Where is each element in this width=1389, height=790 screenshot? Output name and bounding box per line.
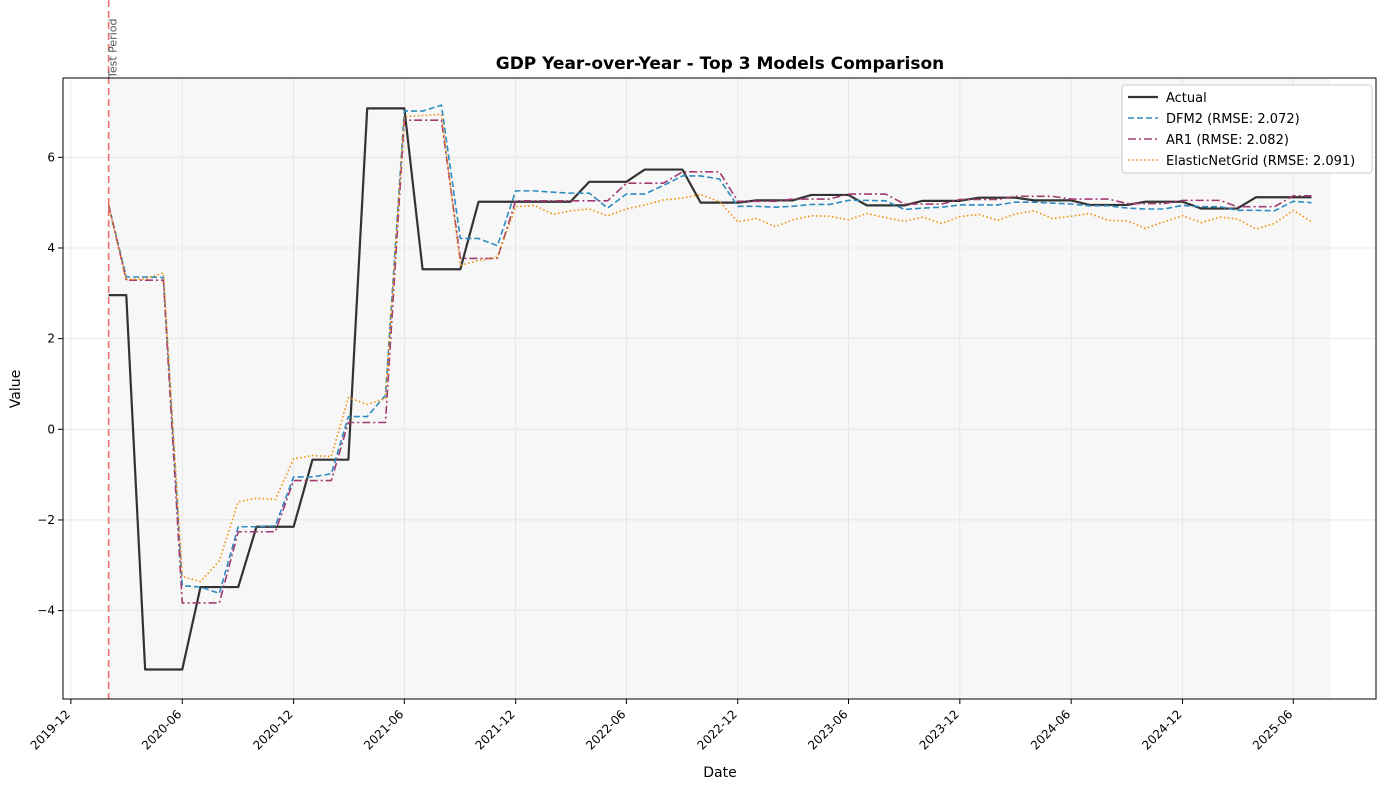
legend-entry-label: DFM2 (RMSE: 2.072): [1166, 112, 1300, 127]
legend-box: [1121, 84, 1373, 174]
y-tick-label: 0: [47, 422, 55, 436]
x-tick-label: 2021-12: [472, 707, 517, 752]
x-tick-label: 2023-12: [917, 707, 962, 752]
x-tick-label: 2022-06: [583, 707, 628, 752]
plot-frame: [62, 77, 1377, 700]
legend-entry-label: Actual: [1166, 91, 1207, 106]
legend-entry-label: ElasticNetGrid (RMSE: 2.091): [1166, 154, 1355, 169]
y-tick-label: 6: [47, 150, 55, 164]
x-tick-label: 2020-12: [250, 707, 295, 752]
series-line-2: [107, 119, 1312, 604]
test-period-label: Test Period: [107, 19, 120, 79]
x-tick-label: 2021-06: [361, 707, 406, 752]
x-tick-label: 2020-06: [139, 707, 184, 752]
x-tick-label: 2024-12: [1139, 707, 1184, 752]
x-tick-label: 2019-12: [28, 707, 73, 752]
grid-lines: [63, 78, 1376, 699]
y-tick-label: 4: [47, 241, 55, 255]
y-tick-label: 2: [47, 332, 55, 346]
x-tick-label: 2023-06: [805, 707, 850, 752]
series-line-3: [107, 113, 1312, 583]
chart-title: GDP Year-over-Year - Top 3 Models Compar…: [496, 54, 945, 74]
annotations: Test Period: [107, 0, 120, 699]
x-tick-label: 2025-06: [1250, 707, 1295, 752]
y-tick-label: −2: [37, 513, 55, 527]
series-line-0: [108, 107, 1312, 671]
series-lines: [107, 104, 1312, 671]
x-tick-label: 2024-06: [1028, 707, 1073, 752]
legend-entry-label: AR1 (RMSE: 2.082): [1166, 133, 1289, 148]
y-axis-label: Value: [8, 370, 24, 408]
plot-background: [108, 78, 1331, 699]
series-line-1: [107, 104, 1312, 595]
x-tick-label: 2022-12: [695, 707, 740, 752]
x-axis-label: Date: [703, 765, 736, 781]
legend: Actual DFM2 (RMSE: 2.072) AR1 (RMSE: 2.082…: [1121, 84, 1373, 174]
y-tick-label: −4: [37, 604, 55, 618]
test-period-shade: [108, 78, 1331, 699]
